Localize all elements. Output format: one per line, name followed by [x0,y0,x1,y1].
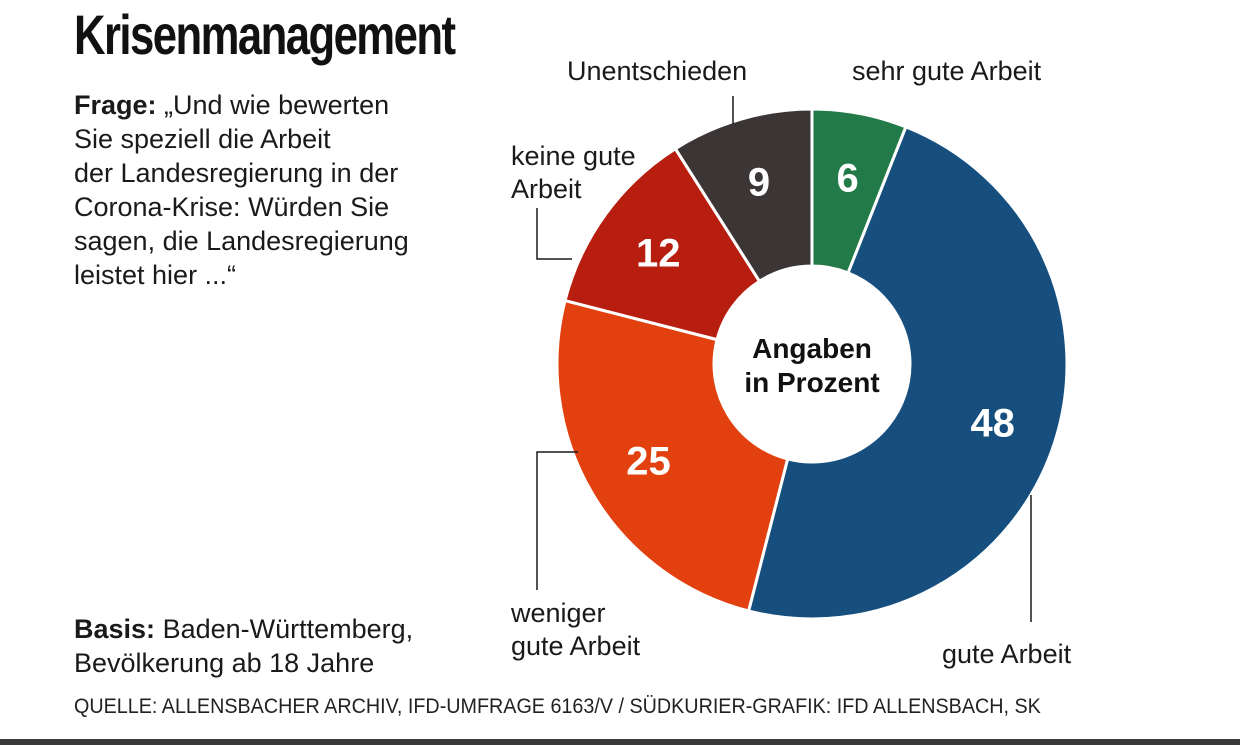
question-line-1: Frage: „Und wie bewerten [74,88,494,122]
value-label-3: 12 [636,231,681,275]
basis-line-1: Basis: Baden-Württemberg, [74,612,413,646]
question-line-6: leistet hier ...“ [74,260,237,290]
question-text-1: „Und wie bewerten [164,90,390,120]
survey-question: Frage: „Und wie bewerten Sie speziell di… [74,88,494,292]
value-label-4: 9 [748,161,770,205]
question-line-2: Sie speziell die Arbeit [74,124,331,154]
leader-line-2 [536,451,578,590]
slice-1 [746,124,1069,621]
slice-4 [673,107,814,284]
leader-line-3 [536,208,572,260]
value-label-1: 48 [970,402,1015,446]
question-lead: Frage: [74,90,157,120]
category-label-4: Unentschieden [567,56,747,86]
source-credit: QUELLE: ALLENSBACHER ARCHIV, IFD-UMFRAGE… [74,695,1041,718]
bottom-border [0,739,1240,745]
survey-basis: Basis: Baden-Württemberg, Bevölkerung ab… [74,612,413,680]
center-label-line-1: in Prozent [744,367,879,398]
category-label-1: gute Arbeit [942,639,1072,669]
category-label-3: keine gute Arbeit [511,141,636,204]
center-label-line-0: Angaben [752,333,872,364]
question-line-5: sagen, die Landesregierung [74,226,409,256]
basis-text-1: Baden-Württemberg, [162,614,414,644]
value-label-2: 25 [626,440,671,484]
slice-3 [563,146,762,342]
question-line-4: Corona-Krise: Würden Sie [74,192,390,222]
chart-title: Krisenmanagement [74,3,456,66]
slice-2 [555,298,790,613]
basis-line-2: Bevölkerung ab 18 Jahre [74,648,375,678]
basis-lead: Basis: [74,614,156,644]
category-label-0: sehr gute Arbeit [852,56,1042,86]
category-label-2: weniger gute Arbeit [510,598,641,661]
question-line-3: der Landesregierung in der [74,158,399,188]
value-label-0: 6 [836,156,858,200]
